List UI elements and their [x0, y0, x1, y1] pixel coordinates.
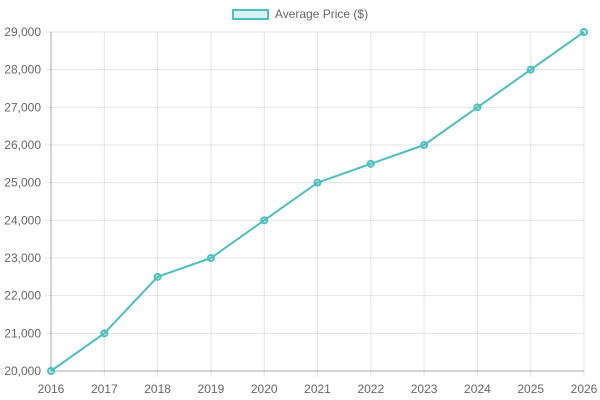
y-tick-label: 22,000	[4, 289, 41, 303]
tick-labels: 20,000 21,000 22,000 23,000 24,000 25,000 26,0…	[4, 25, 597, 396]
data-point	[420, 141, 429, 149]
x-tick-label: 2024	[464, 382, 491, 396]
x-tick-label: 2018	[144, 382, 171, 396]
y-tick-label: 23,000	[4, 251, 41, 265]
x-tick-label: 2020	[251, 382, 278, 396]
data-point	[153, 272, 162, 281]
legend[interactable]: Average Price ($)	[0, 7, 600, 21]
y-tick-label: 27,000	[4, 100, 41, 114]
legend-label: Average Price ($)	[274, 7, 369, 21]
data-point	[206, 254, 215, 262]
y-tick-label: 26,000	[4, 138, 41, 152]
x-tick-label: 2022	[357, 382, 384, 396]
data-point	[47, 367, 55, 375]
gridlines	[45, 31, 585, 377]
x-tick-label: 2025	[517, 382, 544, 396]
x-tick-label: 2026	[571, 382, 598, 396]
x-tick-label: 2017	[91, 382, 118, 396]
data-point	[313, 178, 322, 187]
series-line	[50, 31, 585, 372]
y-tick-label: 29,000	[4, 25, 41, 39]
data-point	[580, 28, 588, 36]
y-tick-label: 24,000	[4, 213, 41, 227]
x-tick-label: 2019	[198, 382, 225, 396]
y-tick-label: 20,000	[4, 364, 41, 378]
y-tick-label: 28,000	[4, 63, 41, 77]
data-point	[473, 103, 482, 112]
y-tick-label: 25,000	[4, 176, 41, 190]
x-tick-label: 2021	[304, 382, 331, 396]
data-point	[526, 65, 535, 74]
y-tick-label: 21,000	[4, 326, 41, 340]
axes	[50, 32, 584, 372]
x-tick-label: 2023	[411, 382, 438, 396]
data-point	[260, 216, 269, 225]
data-point	[100, 329, 109, 338]
series	[47, 28, 588, 375]
data-point	[366, 159, 375, 168]
legend-swatch	[231, 8, 269, 20]
x-tick-label: 2016	[38, 382, 65, 396]
